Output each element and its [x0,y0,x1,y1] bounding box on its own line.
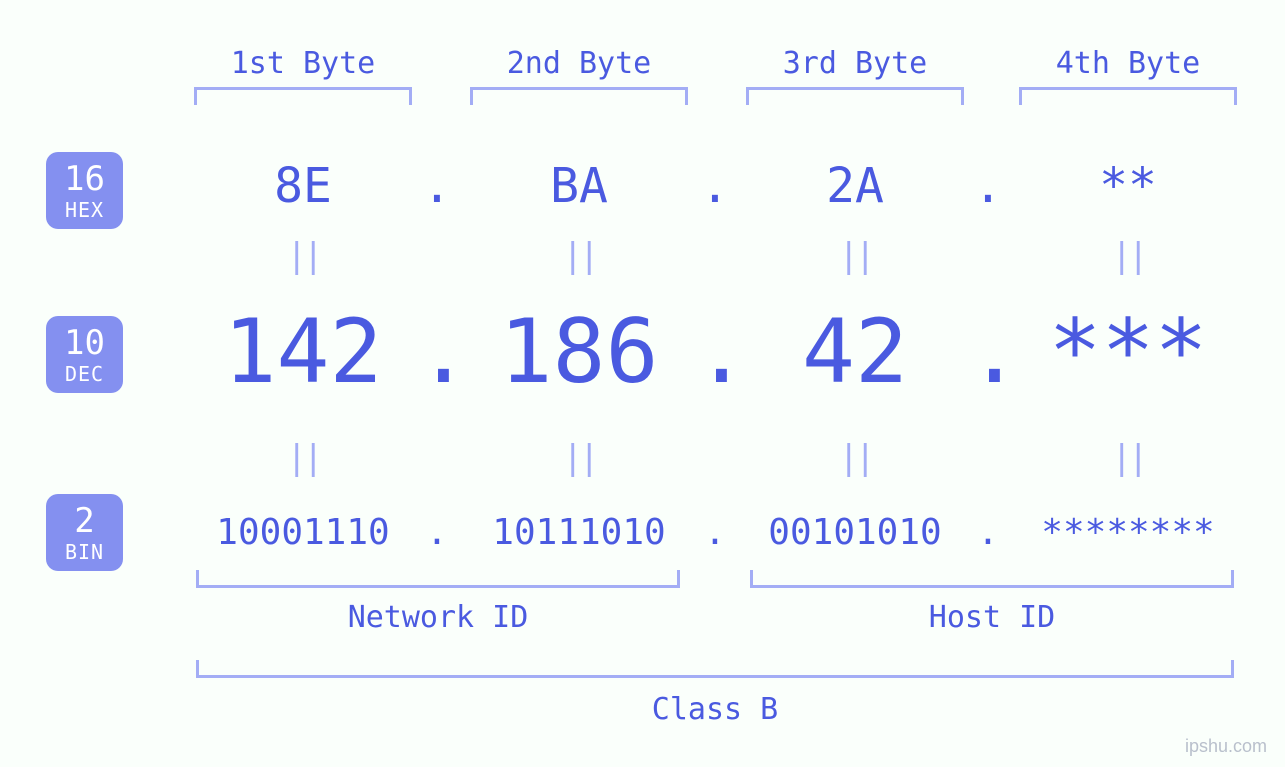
dec-byte-3: 42 [725,300,985,403]
host-id-label: Host ID [842,600,1142,635]
byte-bracket-3 [746,87,964,105]
base-badge-label: BIN [46,542,123,562]
equals-icon: || [559,236,599,276]
equals-icon: || [1108,438,1148,478]
class-label: Class B [565,692,865,727]
base-badge-bin: 2 BIN [46,494,123,571]
hex-byte-4: ** [998,158,1258,214]
bin-byte-2: 10111010 [449,512,709,553]
base-badge-number: 10 [46,326,123,360]
bin-byte-4: ******** [998,512,1258,553]
hex-byte-3: 2A [725,158,985,214]
class-bracket [196,660,1234,678]
dec-byte-1: 142 [173,300,433,403]
byte-header-2: 2nd Byte [459,46,699,81]
watermark: ipshu.com [1185,736,1267,757]
base-badge-number: 2 [46,504,123,538]
equals-icon: || [1108,236,1148,276]
equals-icon: || [835,438,875,478]
byte-header-4: 4th Byte [1008,46,1248,81]
base-badge-number: 16 [46,162,123,196]
byte-bracket-4 [1019,87,1237,105]
bin-byte-1: 10001110 [173,512,433,553]
byte-bracket-2 [470,87,688,105]
base-badge-hex: 16 HEX [46,152,123,229]
hex-byte-1: 8E [173,158,433,214]
base-badge-label: DEC [46,364,123,384]
equals-icon: || [283,438,323,478]
equals-icon: || [283,236,323,276]
bin-byte-3: 00101010 [725,512,985,553]
dec-byte-4: *** [998,300,1258,403]
hex-byte-2: BA [449,158,709,214]
ip-diagram: 1st Byte 2nd Byte 3rd Byte 4th Byte 16 H… [0,0,1285,767]
equals-icon: || [835,236,875,276]
base-badge-dec: 10 DEC [46,316,123,393]
equals-icon: || [559,438,599,478]
byte-bracket-1 [194,87,412,105]
byte-header-3: 3rd Byte [735,46,975,81]
dec-byte-2: 186 [449,300,709,403]
network-id-label: Network ID [288,600,588,635]
host-id-bracket [750,570,1234,588]
base-badge-label: HEX [46,200,123,220]
byte-header-1: 1st Byte [183,46,423,81]
network-id-bracket [196,570,680,588]
